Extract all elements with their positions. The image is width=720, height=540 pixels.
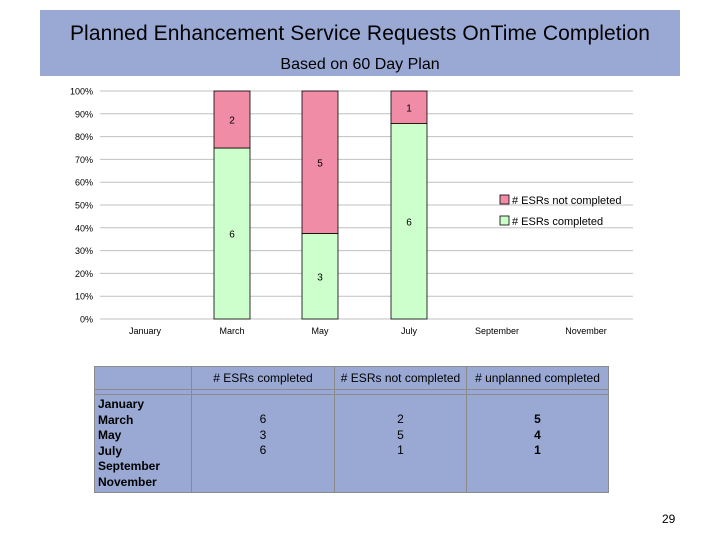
data-label-not-completed: 2 — [229, 116, 235, 127]
x-tick-label: September — [475, 326, 519, 336]
data-label-completed: 3 — [317, 272, 323, 283]
bar-completed — [213, 147, 251, 320]
month-label: July — [98, 443, 123, 458]
x-axis-ticks: January March May July September November — [129, 326, 607, 336]
month-label: September — [98, 459, 161, 473]
y-axis-ticks: 0% 10% 20% 30% 40% 50% 60% 70% 80% 90% 100% — [70, 87, 93, 325]
month-label: November — [98, 474, 157, 489]
table-value: 5 — [397, 427, 404, 442]
table-value: 1 — [534, 443, 541, 457]
data-label-not-completed: 1 — [406, 103, 412, 114]
chart-subtitle: Based on 60 Day Plan — [280, 56, 440, 73]
table-value: 6 — [259, 443, 267, 457]
bar-data-labels: 6 2 3 5 6 1 — [229, 103, 412, 283]
bar-completed — [301, 233, 339, 320]
y-tick-label: 40% — [75, 223, 93, 233]
x-tick-label: May — [311, 326, 329, 336]
y-tick-label: 0% — [80, 315, 93, 325]
chart-bars — [213, 90, 428, 320]
table-header-row: # ESRs completed # ESRs not completed # … — [94, 366, 609, 390]
chart-gridlines — [100, 90, 633, 320]
table-corner-cell — [94, 366, 192, 390]
legend-swatch-not-completed — [499, 194, 510, 205]
y-tick-label: 20% — [75, 269, 93, 279]
table-value: 3 — [259, 427, 267, 442]
table-value: 2 — [397, 412, 404, 426]
table-value: 6 — [259, 412, 267, 426]
bar-not-completed — [390, 90, 428, 124]
header-not-completed: # ESRs not completed — [334, 366, 467, 390]
legend-label-not-completed: # ESRs not completed — [512, 195, 621, 207]
header-unplanned: # unplanned completed — [466, 366, 609, 390]
table-value: 5 — [534, 412, 541, 426]
table-value: 4 — [534, 427, 541, 442]
chart-title: Planned Enhancement Service Requests OnT… — [69, 22, 651, 45]
x-tick-label: January — [129, 326, 162, 336]
y-tick-label: 100% — [70, 87, 93, 97]
y-tick-label: 50% — [75, 201, 93, 211]
month-label: March — [98, 412, 134, 427]
month-label: January — [98, 397, 145, 411]
x-tick-label: March — [219, 326, 244, 336]
legend-swatch-completed — [499, 215, 510, 226]
not-completed-values-cell: 2 5 1 — [334, 394, 467, 493]
page-number: 29 — [662, 512, 676, 526]
data-label-completed: 6 — [229, 230, 235, 241]
x-tick-label: July — [401, 326, 418, 336]
y-tick-label: 80% — [75, 132, 93, 142]
header-completed: # ESRs completed — [191, 366, 335, 390]
completed-values-cell: 6 3 6 — [191, 394, 335, 493]
month-list-cell: January March May July September Novembe… — [94, 394, 192, 493]
unplanned-values-cell: 5 4 1 — [466, 394, 609, 493]
data-label-completed: 6 — [406, 217, 412, 228]
y-tick-label: 90% — [75, 109, 93, 119]
esr-data-table: # ESRs completed # ESRs not completed # … — [94, 366, 609, 493]
data-label-not-completed: 5 — [317, 158, 323, 169]
y-tick-label: 10% — [75, 292, 93, 302]
y-tick-label: 60% — [75, 178, 93, 188]
chart-legend: # ESRs not completed # ESRs completed — [499, 194, 621, 228]
month-label: May — [98, 428, 122, 442]
bar-not-completed — [301, 90, 339, 234]
stacked-bar-chart: 0% 10% 20% 30% 40% 50% 60% 70% 80% 90% 100% 6 2 3 5 6 1… — [70, 87, 633, 336]
y-tick-label: 30% — [75, 246, 93, 256]
bar-completed — [390, 123, 428, 320]
table-row: January March May July September Novembe… — [94, 394, 609, 493]
bar-not-completed — [213, 90, 251, 149]
legend-label-completed: # ESRs completed — [512, 216, 603, 228]
table-value: 1 — [397, 443, 404, 457]
title-band: Planned Enhancement Service Requests OnT… — [40, 10, 680, 76]
y-tick-label: 70% — [75, 155, 93, 165]
x-tick-label: November — [565, 326, 607, 336]
